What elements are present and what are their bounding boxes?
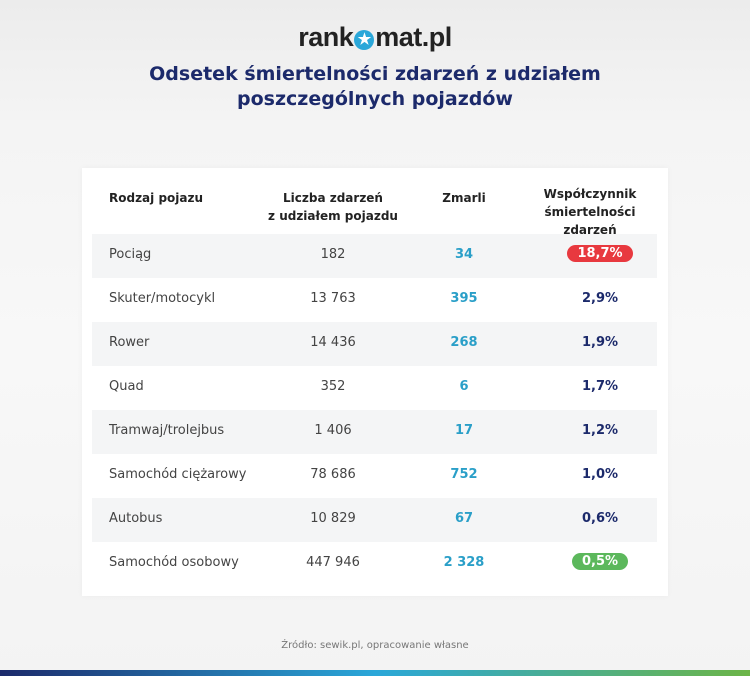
event-count: 352 [320, 379, 346, 394]
deaths: 67 [454, 511, 474, 526]
header-deaths: Zmarli [442, 191, 486, 205]
logo: rank ★ mat.pl [0, 22, 750, 53]
vehicle-type: Quad [109, 379, 144, 394]
vehicle-type: Tramwaj/trolejbus [109, 423, 225, 438]
star-icon: ★ [354, 30, 375, 50]
header-count: Liczba zdarzeń z udziałem pojazdu [253, 189, 413, 225]
fatality-rate: 1,7% [581, 379, 619, 394]
deaths: 17 [454, 423, 474, 438]
title-line: Odsetek śmiertelności zdarzeń z udziałem [149, 63, 601, 85]
event-count: 13 763 [310, 291, 356, 306]
vehicle-type: Pociąg [109, 247, 152, 262]
deaths: 6 [459, 379, 469, 394]
deaths: 2 328 [443, 555, 485, 570]
table-header: Rodzaj pojazu Liczba zdarzeń z udziałem p… [82, 168, 668, 237]
header-line: śmiertelności zdarzeń [544, 205, 636, 237]
table-row: Autobus 10 829 67 0,6% [92, 498, 657, 542]
event-count: 182 [320, 247, 346, 262]
logo-text: rank [298, 22, 354, 52]
header-type: Rodzaj pojazu [109, 191, 204, 205]
header-rate: Współczynnik śmiertelności zdarzeń [520, 185, 660, 239]
table-row: Skuter/motocykl 13 763 395 2,9% [92, 278, 657, 322]
source-note: Źródło: sewik.pl, opracowanie własne [281, 640, 469, 651]
vehicle-type: Rower [109, 335, 150, 350]
deaths: 268 [450, 335, 478, 350]
vehicle-type: Autobus [109, 511, 163, 526]
vehicle-type: Samochód ciężarowy [109, 467, 247, 482]
event-count: 1 406 [314, 423, 352, 438]
page-title: Odsetek śmiertelności zdarzeń z udziałem… [0, 62, 750, 112]
event-count: 78 686 [310, 467, 356, 482]
deaths: 395 [450, 291, 478, 306]
fatality-rate: 18,7% [540, 245, 660, 262]
table-row: Quad 352 6 1,7% [92, 366, 657, 410]
title-line: poszczególnych pojazdów [237, 88, 513, 110]
table-row: Samochód osobowy 447 946 2 328 0,5% [92, 542, 657, 586]
fatality-rate: 2,9% [581, 291, 619, 306]
fatality-rate: 0,6% [581, 511, 619, 526]
table-row: Samochód ciężarowy 78 686 752 1,0% [92, 454, 657, 498]
logo-text: mat.pl [375, 22, 452, 52]
vehicle-type: Samochód osobowy [109, 555, 239, 570]
deaths: 34 [454, 247, 474, 262]
table-row: Pociąg 182 34 18,7% [92, 234, 657, 278]
table-row: Rower 14 436 268 1,9% [92, 322, 657, 366]
fatality-rate: 1,9% [581, 335, 619, 350]
table-row: Tramwaj/trolejbus 1 406 17 1,2% [92, 410, 657, 454]
event-count: 447 946 [306, 555, 360, 570]
fatality-rate: 1,2% [581, 423, 619, 438]
header-line: Współczynnik [543, 187, 637, 201]
fatality-rate: 0,5% [540, 553, 660, 570]
header-line: z udziałem pojazdu [268, 209, 398, 223]
fatality-rate: 1,0% [581, 467, 619, 482]
event-count: 14 436 [310, 335, 356, 350]
gradient-bar [0, 670, 750, 676]
rate-badge: 0,5% [571, 553, 629, 570]
data-table: Rodzaj pojazu Liczba zdarzeń z udziałem p… [82, 168, 668, 596]
event-count: 10 829 [310, 511, 356, 526]
header-line: Liczba zdarzeń [283, 191, 383, 205]
rate-badge: 18,7% [567, 245, 633, 262]
vehicle-type: Skuter/motocykl [109, 291, 216, 306]
deaths: 752 [450, 467, 478, 482]
